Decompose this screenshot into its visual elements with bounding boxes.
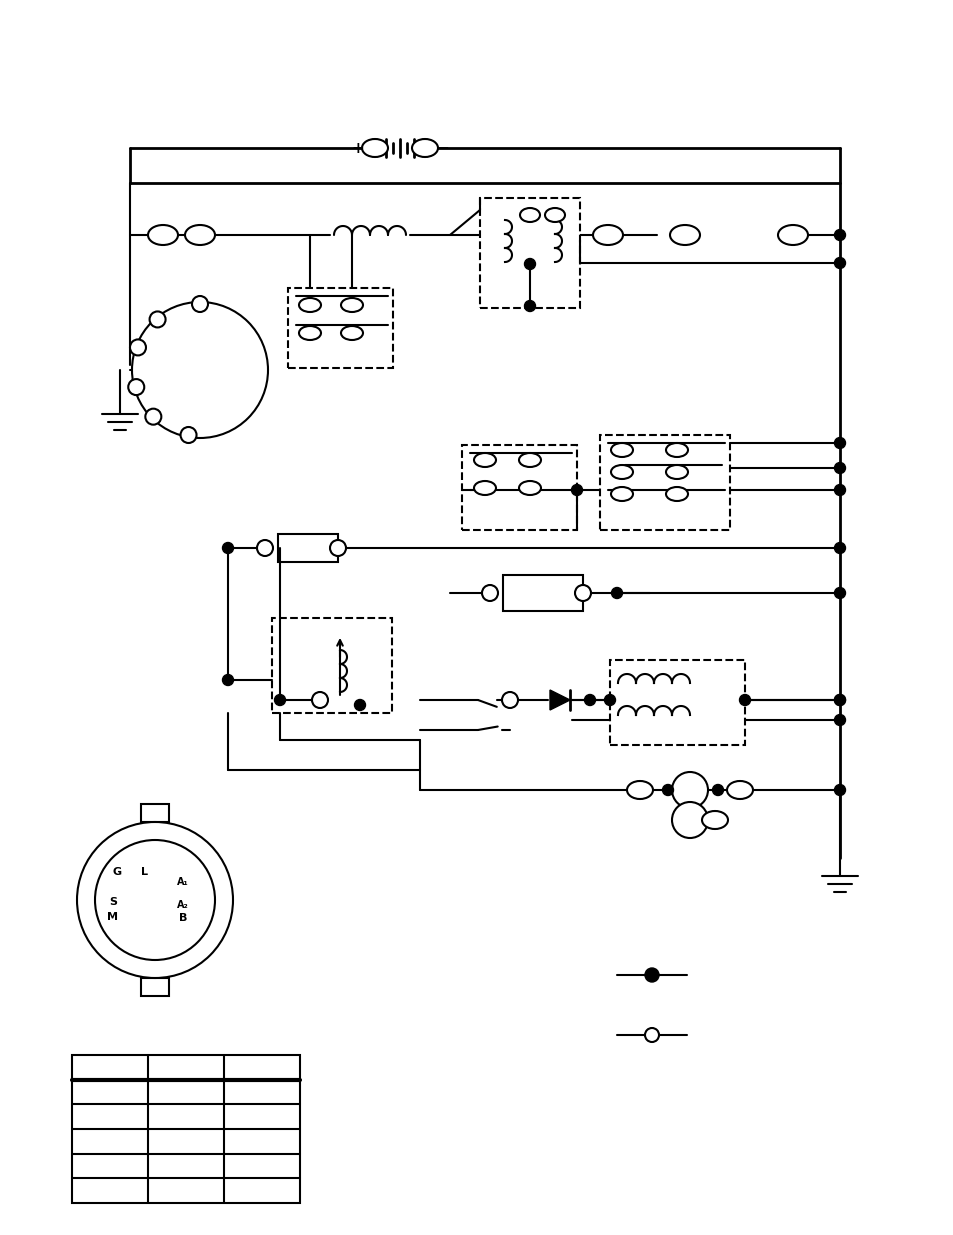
Bar [178,352,222,388]
Text: L: L [141,867,149,877]
Ellipse shape [474,453,496,467]
Ellipse shape [361,140,388,157]
Ellipse shape [610,443,633,457]
Circle shape [130,340,146,356]
Circle shape [145,409,161,425]
Circle shape [834,694,844,705]
Ellipse shape [518,480,540,495]
Circle shape [501,692,517,708]
Bar [277,534,337,562]
Circle shape [150,311,166,327]
Bar [461,445,577,530]
Circle shape [222,542,233,553]
Circle shape [330,540,346,556]
Ellipse shape [340,298,363,312]
Ellipse shape [593,225,622,245]
Circle shape [524,300,535,311]
Circle shape [834,437,844,448]
Bar [288,288,393,368]
Ellipse shape [298,298,320,312]
Ellipse shape [340,326,363,340]
Ellipse shape [778,225,807,245]
Circle shape [355,699,365,710]
Ellipse shape [726,781,752,799]
Circle shape [274,694,285,705]
Text: A₂: A₂ [177,900,189,910]
Bar [479,198,579,308]
Circle shape [834,230,844,241]
Text: −: − [436,141,449,156]
Circle shape [180,427,196,443]
Circle shape [128,379,144,395]
Ellipse shape [298,326,320,340]
Circle shape [834,542,844,553]
Ellipse shape [519,207,539,222]
Ellipse shape [518,453,540,467]
Circle shape [834,258,844,268]
Circle shape [611,588,622,599]
Circle shape [661,784,673,795]
Circle shape [834,715,844,725]
Circle shape [584,694,595,705]
Bar [609,659,744,745]
Bar [130,881,180,920]
Circle shape [256,540,273,556]
Circle shape [575,585,590,601]
Circle shape [132,303,268,438]
Circle shape [739,694,750,705]
Circle shape [481,585,497,601]
Circle shape [671,772,707,808]
Circle shape [95,840,214,960]
Circle shape [644,1028,659,1042]
Polygon shape [550,690,569,710]
Circle shape [604,694,615,705]
Circle shape [644,968,659,982]
Ellipse shape [148,225,178,245]
Bar [141,804,169,823]
Circle shape [222,674,233,685]
Ellipse shape [669,225,700,245]
Circle shape [77,823,233,978]
Ellipse shape [665,443,687,457]
Circle shape [671,802,707,839]
Bar [502,576,582,611]
Ellipse shape [610,487,633,501]
Circle shape [571,484,582,495]
Circle shape [192,296,208,312]
Text: M: M [108,911,118,923]
Ellipse shape [665,466,687,479]
Circle shape [834,588,844,599]
Circle shape [834,462,844,473]
Circle shape [834,484,844,495]
Bar [599,435,729,530]
Circle shape [834,784,844,795]
Circle shape [834,694,844,705]
Ellipse shape [544,207,564,222]
Ellipse shape [701,811,727,829]
Text: G: G [112,867,121,877]
Text: +: + [352,141,364,156]
Bar [141,978,169,995]
Text: B: B [178,913,187,923]
Ellipse shape [626,781,652,799]
Ellipse shape [665,487,687,501]
Circle shape [524,258,535,269]
Ellipse shape [412,140,437,157]
Bar [272,618,392,713]
Circle shape [312,692,328,708]
Circle shape [712,784,722,795]
Bar [71,1055,299,1203]
Ellipse shape [474,480,496,495]
Ellipse shape [610,466,633,479]
Text: A₁: A₁ [177,877,189,887]
Ellipse shape [185,225,214,245]
Text: S: S [109,897,117,906]
